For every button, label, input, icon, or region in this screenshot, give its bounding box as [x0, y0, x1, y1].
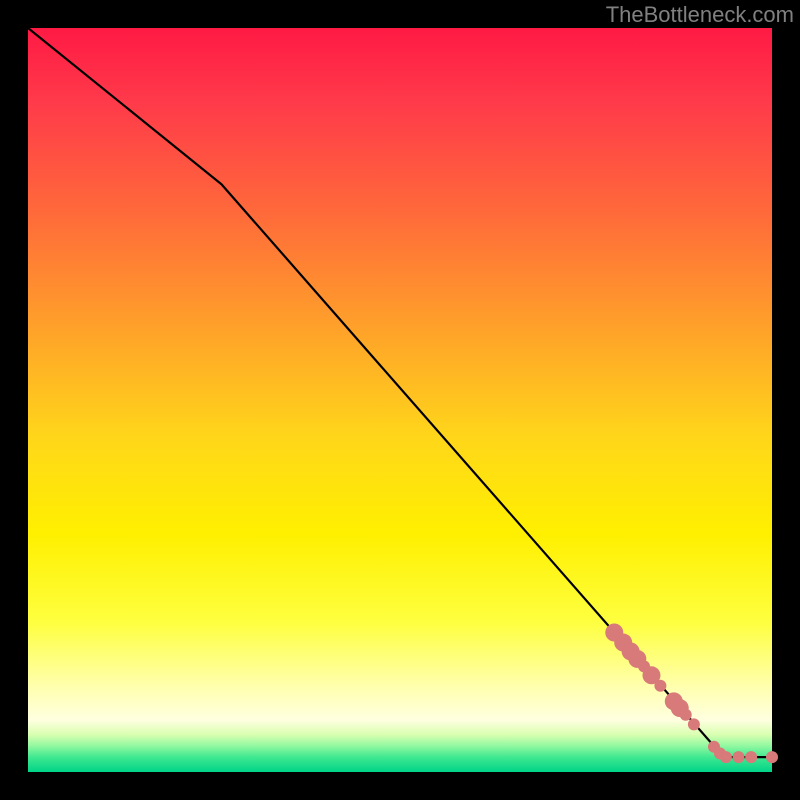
plot-background — [28, 28, 772, 772]
chart-container: TheBottleneck.com — [0, 0, 800, 800]
scatter-point — [720, 751, 732, 763]
scatter-point — [688, 718, 700, 730]
scatter-point — [766, 751, 778, 763]
chart-svg — [0, 0, 800, 800]
watermark-text: TheBottleneck.com — [606, 2, 794, 28]
scatter-point — [654, 680, 666, 692]
scatter-point — [733, 751, 745, 763]
scatter-point — [745, 751, 757, 763]
scatter-point — [680, 709, 692, 721]
